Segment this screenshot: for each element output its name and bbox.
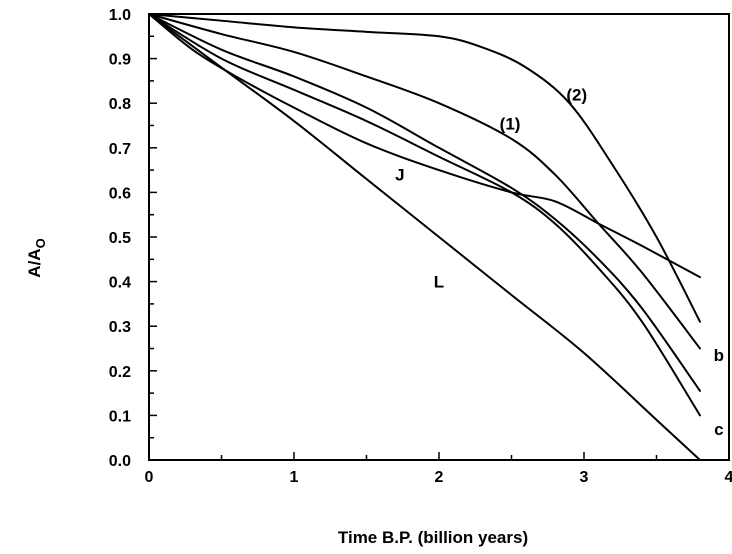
y-tick-label: 0.6	[109, 185, 131, 202]
curve-label: L	[434, 273, 444, 292]
curve-label: (1)	[500, 114, 521, 133]
y-tick-label: 0.0	[109, 453, 131, 470]
y-tick-label: 0.5	[109, 230, 131, 247]
y-tick-label: 0.8	[109, 96, 131, 113]
y-axis-title-subscript: O	[33, 238, 48, 248]
series-line-1	[148, 13, 701, 323]
y-tick-label: 0.2	[109, 364, 131, 381]
y-tick-label: 0.9	[109, 52, 131, 69]
y-axis-title-main: A/A	[25, 248, 44, 277]
y-tick-label: 1.0	[109, 7, 131, 24]
x-tick-label: 3	[580, 469, 589, 486]
series-lines	[148, 13, 701, 461]
y-tick-label: 0.3	[109, 319, 131, 336]
series-line-2	[148, 13, 701, 350]
x-tick-label: 0	[145, 469, 154, 486]
y-tick-labels: 0.0 0.1 0.2 0.3 0.4 0.5 0.6 0.7 0.8 0.9 1.0	[109, 7, 131, 470]
x-tick-label: 4	[725, 469, 732, 486]
y-axis-title: A/AO	[25, 238, 48, 277]
x-tick-label: 2	[435, 469, 444, 486]
x-tick-label: 1	[290, 469, 299, 486]
curve-label: (2)	[566, 85, 587, 104]
x-axis-title: Time B.P. (billion years)	[338, 528, 528, 547]
series-line-4	[148, 13, 701, 417]
x-tick-labels: 0 1 2 3 4	[145, 469, 732, 486]
curve-labels: (2) (1) J Lb c	[395, 85, 724, 439]
curve-label: b	[714, 346, 724, 365]
y-tick-label: 0.7	[109, 141, 131, 158]
curve-label: c	[714, 420, 723, 439]
series-line-3	[148, 13, 701, 392]
y-tick-label: 0.1	[109, 408, 131, 425]
curve-label: J	[395, 166, 404, 185]
series-line-6	[148, 13, 701, 461]
y-tick-label: 0.4	[109, 275, 131, 292]
